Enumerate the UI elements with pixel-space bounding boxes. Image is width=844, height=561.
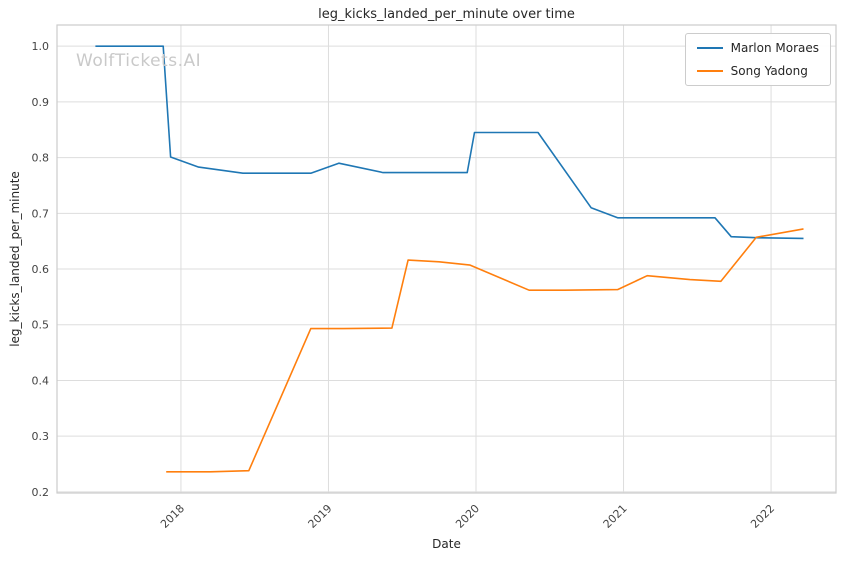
legend-line-sample-marlon-moraes: [696, 47, 723, 49]
y-tick-label: 0.9: [32, 96, 50, 109]
legend-item-song-yadong: Song Yadong: [696, 64, 819, 78]
x-tick-label: 2020: [453, 502, 482, 531]
y-axis-label: leg_kicks_landed_per_minute: [8, 171, 22, 347]
x-tick-label: 2022: [748, 502, 777, 531]
legend: Marlon Moraes Song Yadong: [684, 33, 831, 86]
legend-item-marlon-moraes: Marlon Moraes: [696, 41, 819, 55]
series-line-song-yadong: [166, 228, 804, 473]
y-tick-label: 0.6: [32, 263, 50, 276]
y-tick-label: 1.0: [32, 40, 50, 53]
y-tick-label: 0.4: [32, 374, 50, 387]
watermark: WolfTickets.AI: [76, 51, 202, 71]
y-tick-label: 0.2: [32, 486, 50, 499]
x-axis-label: Date: [432, 537, 461, 551]
y-tick-label: 0.3: [32, 430, 50, 443]
plot-border: [56, 24, 837, 494]
x-tick-label: 2021: [601, 502, 630, 531]
y-tick-label: 0.7: [32, 207, 50, 220]
legend-label-song-yadong: Song Yadong: [730, 64, 808, 78]
y-tick-label: 0.8: [32, 152, 50, 165]
x-tick-label: 2018: [158, 502, 187, 531]
legend-line-sample-song-yadong: [696, 70, 723, 72]
y-tick-label: 0.5: [32, 319, 50, 332]
x-tick-label: 2019: [306, 502, 335, 531]
chart-title: leg_kicks_landed_per_minute over time: [318, 7, 575, 22]
series-line-marlon-moraes: [95, 45, 804, 240]
legend-label-marlon-moraes: Marlon Moraes: [730, 41, 819, 55]
